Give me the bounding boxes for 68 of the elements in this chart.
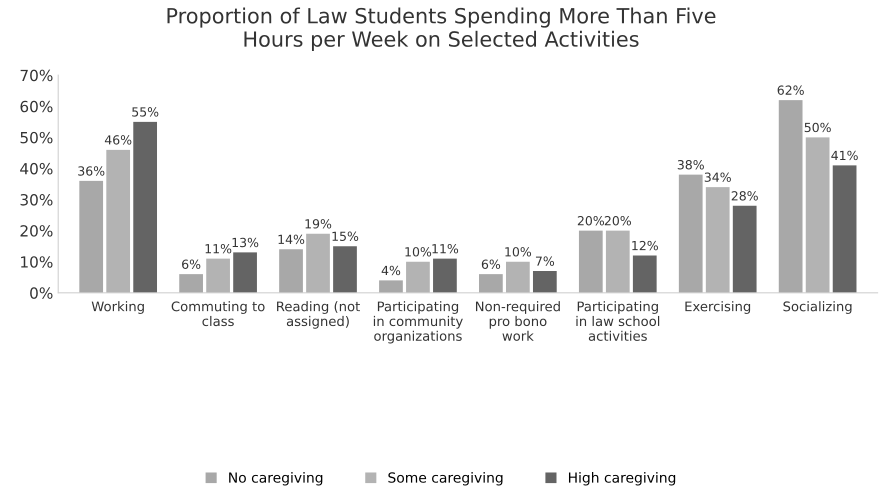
legend-label: Some caregiving [388, 472, 502, 486]
x-tick-label: Working [92, 301, 144, 314]
data-label: 19% [305, 219, 332, 229]
legend-label: No caregiving [229, 472, 322, 486]
data-label: 62% [778, 85, 804, 95]
bar [406, 262, 430, 293]
x-tick-label: Participating in community organizations [374, 301, 463, 344]
bar [606, 230, 630, 293]
bar [806, 137, 830, 293]
data-label: 4% [382, 266, 400, 276]
data-label: 34% [704, 172, 731, 182]
data-label: 46% [104, 135, 132, 145]
data-label: 20% [578, 216, 604, 226]
x-tick-label: Non-required pro bono work [476, 301, 560, 341]
bar [632, 256, 657, 293]
y-tick-label: 10% [21, 256, 53, 268]
data-label: 15% [332, 232, 358, 241]
bar [206, 258, 230, 293]
bar [306, 234, 330, 293]
bar [678, 174, 703, 293]
bar [379, 280, 403, 293]
chart-title: Proportion of Law Students Spending More Than Five Hours per Week on Selected Activities [168, 7, 716, 51]
x-tick-label: Commuting to class [172, 301, 265, 326]
bar [233, 252, 257, 293]
bar [732, 206, 757, 293]
bar [79, 180, 104, 293]
data-label: 38% [678, 160, 704, 170]
data-label: 6% [482, 260, 500, 269]
data-label: 11% [432, 244, 458, 254]
bar [433, 258, 457, 293]
bar [706, 187, 730, 293]
y-tick-label: 30% [20, 194, 53, 206]
data-label: 10% [405, 247, 432, 257]
bar [506, 262, 530, 293]
data-label: 11% [206, 244, 232, 254]
bar [133, 122, 158, 293]
data-label: 13% [232, 238, 258, 248]
y-tick-label: 40% [20, 162, 53, 174]
data-label: 36% [78, 166, 104, 176]
x-tick-label: Participating in law school activities [576, 301, 660, 341]
x-tick-label: Reading (not assigned) [277, 301, 360, 329]
data-label: 20% [604, 216, 631, 226]
x-tick-label: Exercising [685, 301, 750, 314]
data-label: 55% [132, 107, 158, 117]
data-label: 12% [632, 240, 658, 250]
bar [106, 150, 130, 293]
data-label: 6% [182, 260, 200, 269]
data-label: 7% [536, 256, 554, 266]
data-label: 41% [831, 150, 858, 160]
bar [778, 100, 803, 293]
y-tick-label: 20% [20, 225, 53, 237]
data-label: 28% [732, 191, 758, 201]
bar [832, 165, 856, 293]
bar [179, 274, 203, 293]
y-tick-label: 50% [20, 132, 53, 144]
bar [479, 274, 503, 293]
bar [279, 249, 303, 293]
data-label: 14% [278, 234, 304, 244]
y-tick-label: 0% [30, 287, 53, 299]
x-tick-label: Socializing [783, 301, 852, 314]
data-label: 10% [505, 247, 532, 257]
bar [578, 230, 603, 293]
y-tick-label: 60% [20, 100, 53, 112]
bar [532, 271, 557, 293]
bar [333, 246, 357, 293]
data-label: 50% [804, 122, 831, 132]
y-tick-label: 70% [20, 70, 53, 82]
legend-label: High caregiving [568, 472, 676, 486]
